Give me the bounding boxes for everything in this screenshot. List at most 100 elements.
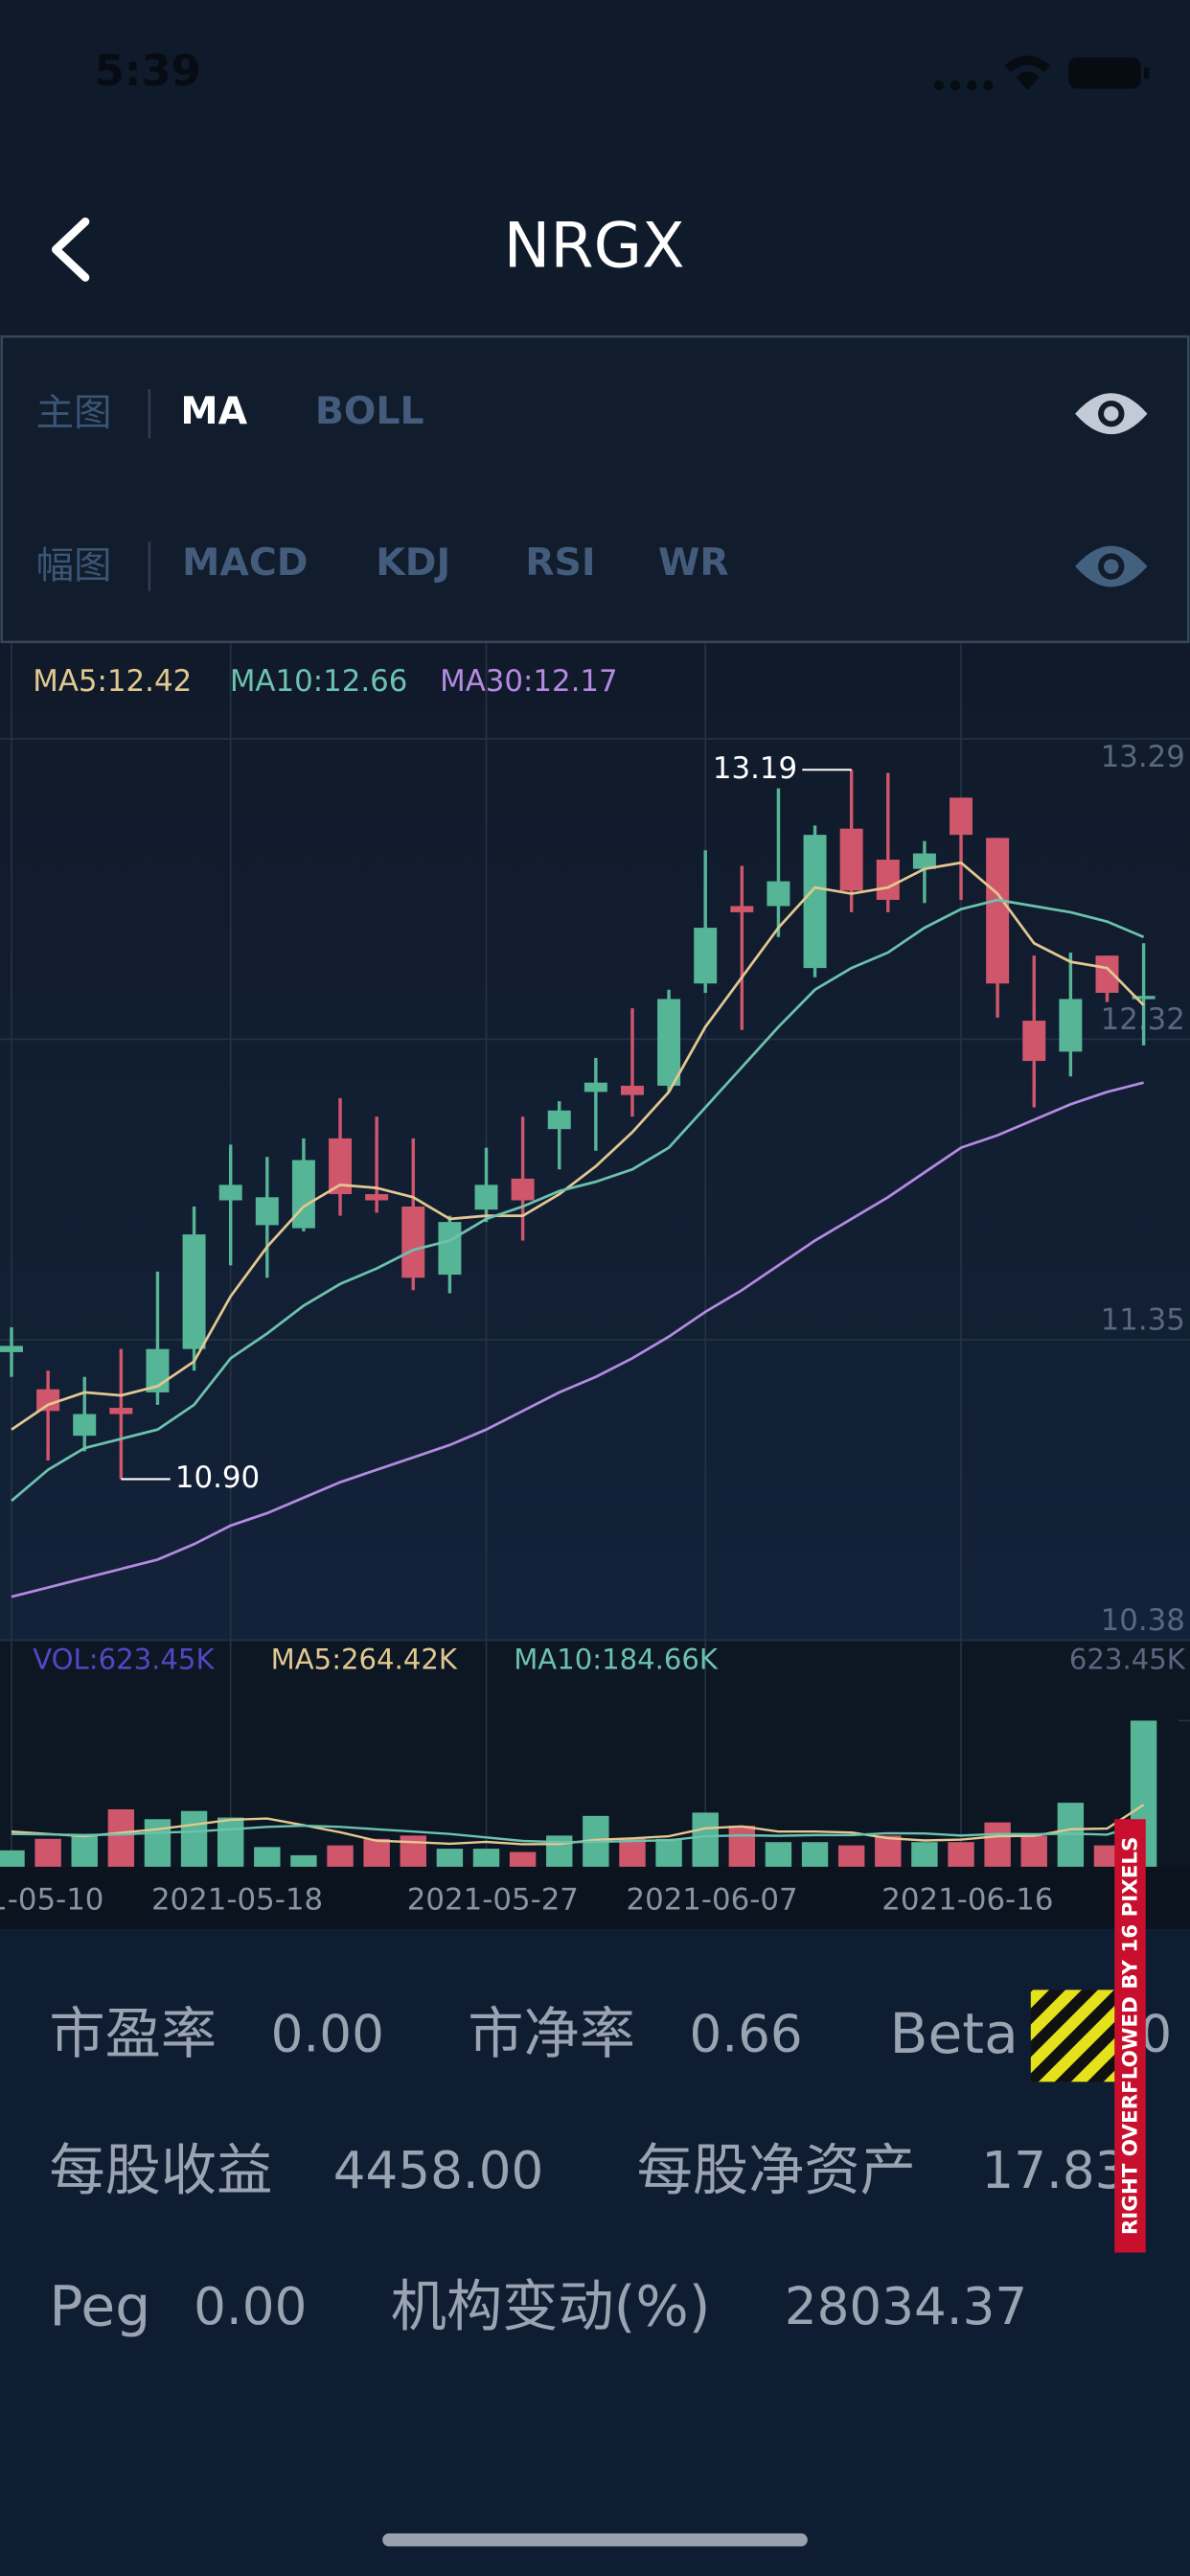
eye-toggle[interactable] xyxy=(1075,393,1148,435)
candle-body xyxy=(803,835,827,969)
candle-body xyxy=(950,797,973,836)
date-strip xyxy=(0,1866,1190,1930)
legend-entry: MA10:12.66 xyxy=(230,664,408,699)
stat-label: Beta xyxy=(890,2001,1018,2066)
stat-value: 28034.37 xyxy=(785,2277,1027,2336)
volume-bar xyxy=(71,1835,98,1867)
volume-bar xyxy=(509,1852,537,1867)
legend-entry: MA5:12.42 xyxy=(33,664,192,699)
candle-body xyxy=(329,1138,353,1195)
ma-line xyxy=(11,1081,1144,1598)
stat-label: 市净率 xyxy=(468,2001,635,2066)
stat-value: 0.00 xyxy=(194,2277,307,2336)
volume-bar xyxy=(692,1812,719,1867)
ma-line xyxy=(11,861,1145,1431)
x-tick-label: 2021-06-16 xyxy=(881,1882,1053,1917)
tab[interactable]: MACD xyxy=(182,540,308,585)
volume-bar xyxy=(363,1838,390,1867)
annotation-high: 13.19 xyxy=(713,751,797,786)
y-tick-label: 11.35 xyxy=(1101,1303,1185,1338)
candle-body xyxy=(986,838,1010,984)
candle-body xyxy=(1059,999,1083,1052)
overflow-stripes xyxy=(1030,1990,1116,2082)
y-tick-label: 13.29 xyxy=(1101,740,1185,774)
volume-bar xyxy=(436,1849,464,1867)
tab-active[interactable]: MA xyxy=(180,389,247,433)
home-indicator xyxy=(382,2533,808,2547)
legend-entry: MA10:184.66K xyxy=(514,1644,719,1676)
volume-bar xyxy=(327,1845,354,1867)
x-tick-label: 2021-05-27 xyxy=(407,1882,579,1917)
sub-label: 幅图 xyxy=(36,543,112,587)
volume-bar xyxy=(837,1845,865,1867)
candle-body xyxy=(474,1184,498,1210)
candle-body xyxy=(511,1178,535,1201)
volume-bar xyxy=(1020,1835,1047,1867)
candle-body xyxy=(1095,955,1119,993)
candle-body xyxy=(584,1082,607,1092)
candle-body xyxy=(255,1197,279,1226)
volume-bar xyxy=(619,1838,646,1867)
volume-bar xyxy=(546,1835,573,1867)
volume-bar xyxy=(472,1849,500,1867)
main-label: 主图 xyxy=(36,391,112,435)
stat-value: 0.00 xyxy=(271,2005,384,2064)
candle-body xyxy=(401,1206,425,1278)
stat-value: 4458.00 xyxy=(333,2141,544,2200)
volume-bar xyxy=(34,1838,61,1867)
overflow-text: RIGHT OVERFLOWED BY 16 PIXELS xyxy=(1118,1837,1142,2236)
tab[interactable]: RSI xyxy=(525,540,595,585)
stats: 市盈率0.00市净率0.66Beta1.40每股收益4458.00每股净资产17… xyxy=(49,2001,1172,2338)
volume-bar xyxy=(655,1838,682,1867)
volume-bar xyxy=(875,1835,902,1867)
status-time: 5:39 xyxy=(95,46,201,96)
x-tick-label: 2021-06-07 xyxy=(626,1882,797,1917)
stat-label: 每股净资产 xyxy=(637,2137,916,2202)
volume-bar xyxy=(984,1822,1011,1867)
volume-bar xyxy=(144,1819,172,1867)
back-button[interactable] xyxy=(51,217,90,282)
stats-area xyxy=(0,1929,1190,2576)
eye-toggle[interactable] xyxy=(1075,545,1148,587)
legend-entry: MA30:12.17 xyxy=(440,664,618,699)
stat-label: 机构变动(%) xyxy=(391,2274,711,2339)
legend-entry: MA5:264.42K xyxy=(271,1644,458,1676)
candle-body xyxy=(36,1389,60,1412)
tab[interactable]: WR xyxy=(658,540,729,585)
volume-bar xyxy=(911,1842,938,1867)
indicator-panel xyxy=(0,334,1190,644)
stat-label: 市盈率 xyxy=(49,2001,217,2066)
candle-body xyxy=(73,1414,97,1437)
chart-layer: 2021-05-10 2021-05-18 2021-05-27 2021-06-07… xyxy=(0,643,1190,1917)
volume-bar xyxy=(254,1847,281,1867)
status-icons xyxy=(933,56,1150,91)
volume-bar xyxy=(0,1850,25,1867)
candle-body xyxy=(620,1085,644,1095)
candle-body xyxy=(876,859,900,901)
candle-body xyxy=(694,928,718,984)
candle-body xyxy=(0,1346,23,1352)
candle-body xyxy=(218,1184,242,1201)
candle-body xyxy=(365,1194,389,1201)
tab[interactable]: BOLL xyxy=(315,389,424,433)
x-tick-label: 2021-05-10 xyxy=(0,1882,103,1917)
y-tick-label: 623.45K xyxy=(1069,1644,1186,1676)
candle-body xyxy=(839,828,863,891)
volume-bar xyxy=(948,1842,974,1867)
candle-body xyxy=(438,1222,462,1276)
tab[interactable]: KDJ xyxy=(376,540,450,585)
annotation-low: 10.90 xyxy=(175,1460,260,1495)
volume-ma-line xyxy=(11,1822,1144,1844)
candle-body xyxy=(730,906,754,912)
volume-bar xyxy=(1093,1845,1121,1867)
page-title: NRGX xyxy=(504,210,685,282)
x-tick-label: 2021-05-18 xyxy=(151,1882,323,1917)
volume-bar xyxy=(180,1810,208,1867)
candle-body xyxy=(109,1408,133,1414)
stat-value: 17.83 xyxy=(981,2141,1127,2200)
legend-entry: VOL:623.45K xyxy=(33,1644,215,1676)
volume-bar xyxy=(290,1854,317,1867)
stat-label: Peg xyxy=(49,2274,150,2339)
candle-body xyxy=(291,1160,315,1229)
